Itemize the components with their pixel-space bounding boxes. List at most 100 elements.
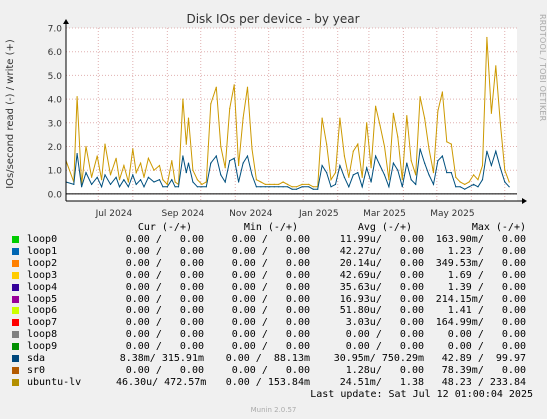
data-point-sda [255,186,257,188]
legend-cur-value: 0.00 / 0.00 [125,329,204,341]
legend-name: loop7 [27,317,58,329]
data-point-ubuntu-lv [143,176,145,178]
data-point-ubuntu-lv [171,160,173,162]
series-line-ubuntu-lv [65,37,510,188]
legend-row-loop9: loop9 0.00 / 0.00 0.00 / 0.00 0.00 / 0.00 0.… [12,341,532,353]
data-point-ubuntu-lv [428,148,430,150]
data-point-sda [118,186,121,188]
data-point-sda [432,183,435,185]
data-point-sda [410,179,412,181]
data-point-sda [251,174,253,176]
data-point-ubuntu-lv [233,84,235,86]
legend-cur-value: 0.00 / 0.00 [125,341,204,353]
data-point-ubuntu-lv [264,183,266,185]
series-lines [65,36,510,190]
data-point-ubuntu-lv [166,183,168,185]
data-point-ubuntu-lv [455,176,457,178]
legend-max-value: 1.23 / 0.00 [447,245,526,257]
legend-max-value: 48.23 / 233.84 [441,376,526,388]
legend-row-loop2: loop2 0.00 / 0.00 0.00 / 0.00 20.14u/ 0.00 3… [12,258,532,270]
data-point-sda [499,167,501,169]
data-point-ubuntu-lv [330,179,332,181]
legend-min-value: 0.00 / 0.00 [231,329,310,341]
data-point-sda [269,186,271,188]
legend-min-value: 0.00 / 0.00 [231,364,310,376]
legend-swatch [12,247,19,255]
legend-avg-value: 24.51m/ 1.38 [339,376,424,388]
legend-avg-value: 0.00 / 0.00 [345,329,424,341]
data-point-ubuntu-lv [481,164,484,167]
data-point-ubuntu-lv [459,181,461,183]
y-tick-label: 5.0 [48,72,63,82]
data-point-ubuntu-lv [375,105,377,107]
legend-min-value: 0.00 / 88.13m [225,353,310,364]
data-point-sda [182,155,184,157]
data-point-ubuntu-lv [295,186,298,188]
data-point-ubuntu-lv [118,179,121,181]
data-point-sda [446,172,448,174]
data-point-sda [147,176,149,178]
data-point-sda [109,183,112,185]
data-point-ubuntu-lv [123,164,125,167]
legend-max-value: 78.39m/ 0.00 [441,364,526,376]
legend-swatch [12,366,19,374]
legend-avg-value: 35.63u/ 0.00 [339,281,424,293]
data-point-ubuntu-lv [352,150,354,152]
data-point-ubuntu-lv [419,96,421,98]
data-point-sda [473,183,475,185]
data-point-ubuntu-lv [109,174,112,176]
data-point-sda [383,174,386,176]
legend-min-value: 0.00 / 0.00 [231,317,310,329]
data-point-sda [486,150,488,152]
legend-name: ubuntu-lv [27,376,82,388]
y-tick-label: 0.0 [48,190,63,200]
data-point-ubuntu-lv [366,122,368,124]
legend-max-value: 0.00 / 0.00 [447,329,526,341]
data-point-ubuntu-lv [410,160,412,162]
data-point-sda [441,155,443,157]
data-point-sda [135,183,137,185]
data-point-ubuntu-lv [508,181,510,183]
legend-avg-value: 1.28u/ 0.00 [345,364,424,376]
legend-row-sr0: sr0 0.00 / 0.00 0.00 / 0.00 1.28u/ 0.00 78.3… [12,365,532,377]
data-point-ubuntu-lv [76,96,78,98]
legend-avg-value: 11.99u/ 0.00 [339,234,424,245]
legend-row-loop8: loop8 0.00 / 0.00 0.00 / 0.00 0.00 / 0.00 0.… [12,329,532,341]
data-point-sda [187,162,190,164]
legend-name: sda [27,353,46,364]
data-point-sda [406,162,408,164]
legend-max-value: 164.99m/ 0.00 [435,317,526,329]
data-point-ubuntu-lv [238,164,240,167]
data-point-sda [334,183,337,185]
data-point-sda [162,186,164,188]
data-point-sda [321,164,323,167]
data-point-sda [85,172,87,174]
legend-cur-value: 0.00 / 0.00 [125,269,204,281]
legend-avg-value: 3.03u/ 0.00 [345,317,424,329]
data-point-sda [205,186,207,188]
y-tick-label: 2.0 [48,143,63,153]
data-point-sda [330,186,332,188]
legend-swatch [12,378,19,386]
legend-swatch [12,331,19,339]
data-point-sda [361,186,363,188]
data-point-sda [143,186,145,188]
data-point-sda [424,162,426,164]
data-point-sda [96,176,98,178]
data-point-ubuntu-lv [432,172,435,174]
legend-row-loop5: loop5 0.00 / 0.00 0.00 / 0.00 16.93u/ 0.00 2… [12,294,532,306]
data-point-sda [196,186,198,188]
data-point-sda [201,186,203,188]
legend-avg-value: 30.95m/ 750.29m [333,353,424,364]
data-point-sda [392,162,394,164]
data-point-ubuntu-lv [269,183,271,185]
legend-avg-value: 16.93u/ 0.00 [339,293,424,305]
data-point-ubuntu-lv [192,169,194,171]
data-point-ubuntu-lv [104,143,106,145]
data-point-ubuntu-lv [495,65,497,67]
chart-title: Disk IOs per device - by year [186,12,359,26]
data-point-ubuntu-lv [343,155,345,157]
data-point-ubuntu-lv [450,143,452,145]
data-point-sda [229,160,231,162]
data-point-sda [375,155,377,157]
